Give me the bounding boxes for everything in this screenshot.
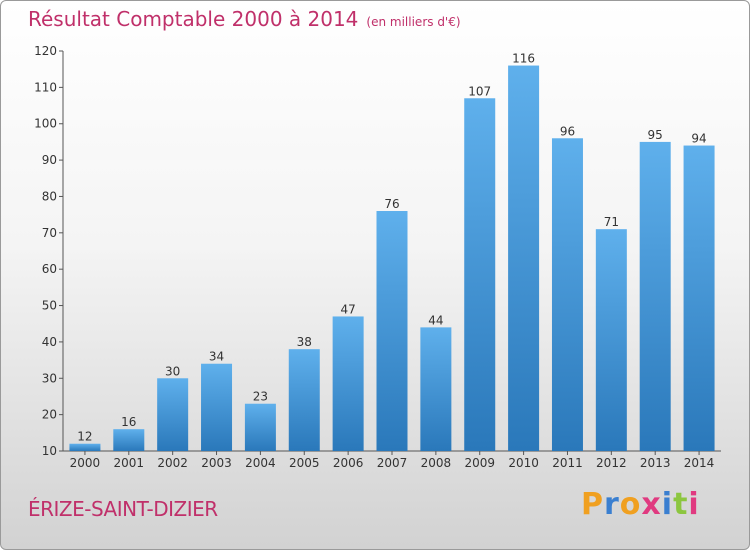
x-tick-label: 2014 [684,456,715,470]
y-tick-label: 90 [42,153,57,167]
logo-letter: i [661,487,674,522]
y-tick-label: 80 [42,189,57,203]
y-tick-label: 110 [34,80,57,94]
x-tick-label: 2001 [114,456,145,470]
data-label-2013: 95 [648,128,663,142]
bar-2008 [420,327,452,451]
commune-name: ÉRIZE-SAINT-DIZIER [28,497,218,521]
bar-2003 [201,363,233,451]
y-tick-label: 30 [42,371,57,385]
bar-2012 [595,229,627,451]
x-tick-label: 2002 [157,456,188,470]
x-tick-label: 2012 [596,456,627,470]
y-tick-label: 20 [42,408,57,422]
logo-letter: r [604,487,620,522]
data-label-2011: 96 [560,124,575,138]
x-tick-label: 2006 [333,456,364,470]
x-tick-label: 2011 [552,456,583,470]
proxiti-logo: Proxiti [581,487,700,522]
bar-2001 [113,429,145,451]
data-label-2002: 30 [165,364,180,378]
x-tick-label: 2000 [70,456,101,470]
chart-subtitle: (en milliers d'€) [366,15,461,29]
data-label-2006: 47 [340,302,355,316]
bar-2005 [288,349,320,451]
data-label-2000: 12 [77,430,92,444]
bar-2013 [639,141,671,451]
bar-2007 [376,211,408,451]
x-tick-label: 2005 [289,456,320,470]
data-label-2009: 107 [468,84,491,98]
data-label-2003: 34 [209,350,224,364]
y-tick-label: 70 [42,226,57,240]
bar-2010 [508,65,540,451]
bar-2014 [683,145,715,451]
data-label-2010: 116 [512,52,535,66]
data-label-2001: 16 [121,415,136,429]
x-tick-label: 2003 [201,456,232,470]
x-tick-label: 2009 [464,456,495,470]
bar-2004 [244,403,276,451]
x-tick-label: 2007 [377,456,408,470]
data-label-2005: 38 [297,335,312,349]
x-tick-label: 2004 [245,456,276,470]
y-tick-label: 40 [42,335,57,349]
x-tick-label: 2008 [421,456,452,470]
logo-letter: i [688,487,700,522]
logo-letter: t [673,487,689,522]
y-tick-label: 60 [42,262,57,276]
y-tick-label: 120 [34,44,57,58]
x-tick-label: 2013 [640,456,671,470]
data-label-2012: 71 [604,215,619,229]
bar-2009 [464,98,496,451]
y-tick-label: 100 [34,117,57,131]
chart-title: Résultat Comptable 2000 à 2014 (en millie… [28,7,461,31]
logo-letter: o [619,487,642,522]
logo-letter: x [641,487,662,522]
data-label-2007: 76 [384,197,399,211]
bar-2011 [551,138,583,452]
bar-2000 [69,443,101,451]
data-label-2004: 23 [253,390,268,404]
chart-title-text: Résultat Comptable 2000 à 2014 [28,7,359,31]
data-label-2008: 44 [428,313,443,327]
bar-2002 [157,378,189,451]
y-tick-label: 50 [42,299,57,313]
data-label-2014: 94 [691,132,706,146]
y-tick-label: 10 [42,444,57,458]
x-tick-label: 2010 [508,456,539,470]
logo-letter: P [581,487,604,522]
bar-2006 [332,316,364,451]
